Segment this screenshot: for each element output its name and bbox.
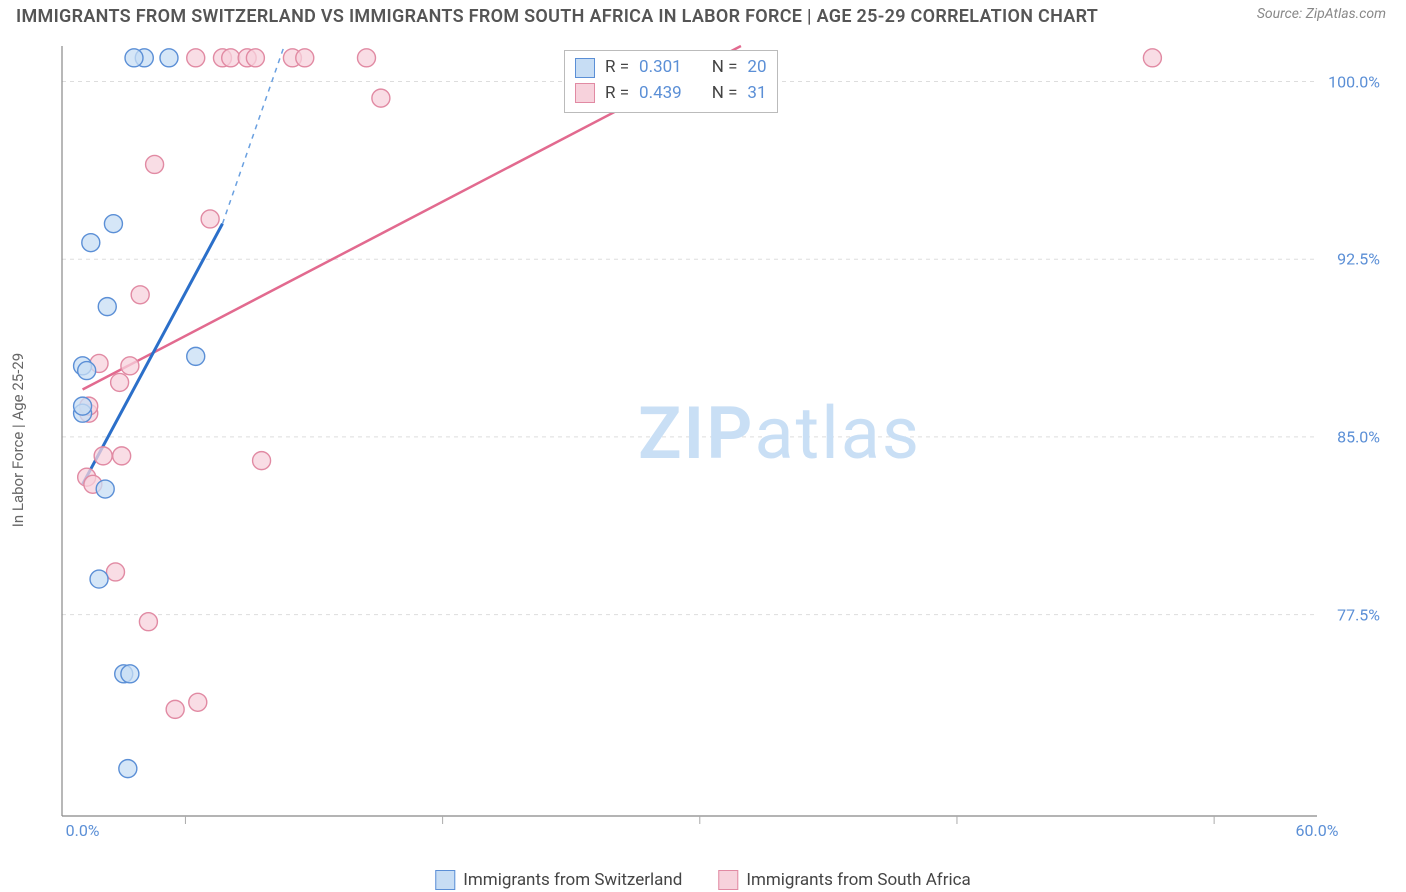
correlation-row-south-africa: R = 0.439 N = 31 <box>575 81 767 107</box>
legend-label: Immigrants from Switzerland <box>463 870 682 890</box>
y-tick-label: 77.5% <box>1337 605 1380 624</box>
n-label: N = <box>712 81 738 107</box>
r-label: R = <box>605 81 629 107</box>
chart-title: IMMIGRANTS FROM SWITZERLAND VS IMMIGRANT… <box>16 6 1098 27</box>
n-value: 31 <box>747 81 766 107</box>
y-tick-label: 85.0% <box>1337 427 1380 446</box>
y-tick-label: 100.0% <box>1328 72 1380 91</box>
legend-swatch-south-africa <box>718 870 738 890</box>
r-value: 0.301 <box>639 55 682 81</box>
r-label: R = <box>605 55 629 81</box>
correlation-legend: R = 0.301 N = 20 R = 0.439 N = 31 <box>564 50 778 113</box>
scatter-plot: In Labor Force | Age 25-29 ZIPatlas R = … <box>48 36 1388 826</box>
x-tick-label: 60.0% <box>1296 821 1339 840</box>
plot-svg <box>48 36 1388 826</box>
correlation-row-switzerland: R = 0.301 N = 20 <box>575 55 767 81</box>
series-legend: Immigrants from Switzerland Immigrants f… <box>435 870 970 890</box>
legend-item-switzerland: Immigrants from Switzerland <box>435 870 682 890</box>
legend-swatch-switzerland <box>435 870 455 890</box>
y-axis-label: In Labor Force | Age 25-29 <box>9 353 27 527</box>
legend-item-south-africa: Immigrants from South Africa <box>718 870 970 890</box>
n-value: 20 <box>747 55 766 81</box>
y-tick-label: 92.5% <box>1337 250 1380 269</box>
n-label: N = <box>712 55 738 81</box>
legend-label: Immigrants from South Africa <box>746 870 970 890</box>
source-attribution: Source: ZipAtlas.com <box>1257 6 1386 22</box>
x-tick-label: 0.0% <box>66 821 100 840</box>
swatch-switzerland <box>575 58 595 78</box>
swatch-south-africa <box>575 83 595 103</box>
r-value: 0.439 <box>639 81 682 107</box>
